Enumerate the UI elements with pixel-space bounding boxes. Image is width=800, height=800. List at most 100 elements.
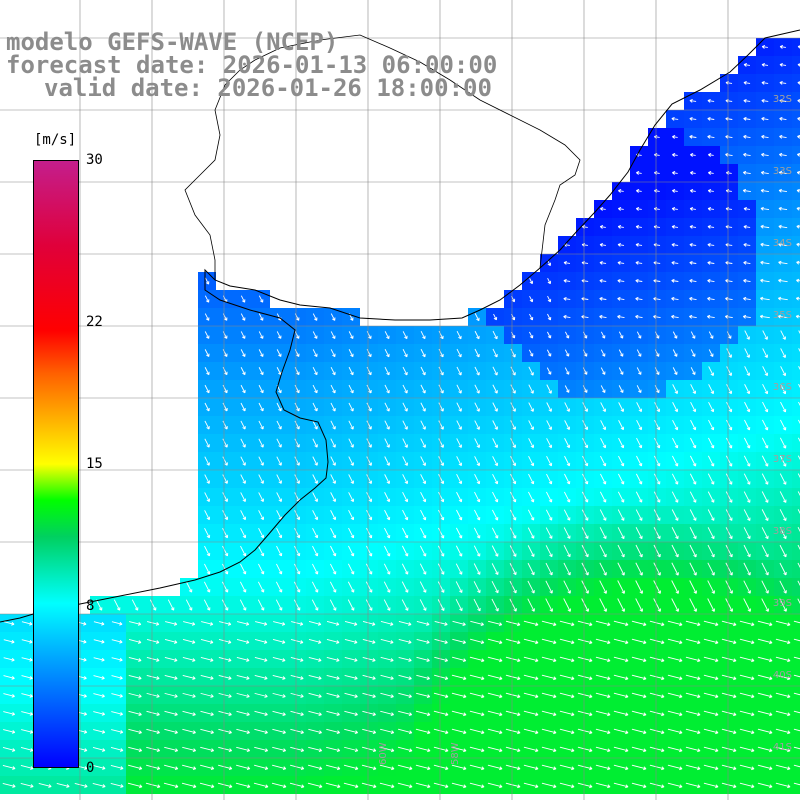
wind-arrow: [636, 349, 642, 357]
wind-arrow: [708, 349, 714, 357]
wind-arrow: [564, 349, 570, 357]
wind-arrow: [582, 455, 589, 467]
wind-arrow: [185, 581, 193, 593]
wind-arrow: [707, 260, 715, 265]
wind-cell: [792, 776, 800, 794]
wind-arrow: [635, 207, 642, 211]
wind-arrow: [420, 509, 427, 521]
wind-arrow: [689, 296, 697, 301]
wind-arrow: [294, 510, 301, 521]
wind-arrow: [380, 621, 394, 626]
wind-arrow: [204, 295, 210, 303]
wind-arrow: [21, 621, 33, 626]
wind-arrow: [276, 545, 283, 557]
wind-arrow: [204, 456, 210, 466]
wind-arrow: [563, 527, 571, 539]
wind-arrow: [131, 599, 139, 611]
wind-arrow: [311, 599, 319, 611]
wind-arrow: [618, 437, 625, 449]
wind-arrow: [779, 98, 787, 103]
wind-arrow: [365, 581, 373, 593]
wind-arrow: [204, 563, 211, 575]
wind-arrow: [672, 349, 678, 357]
wind-arrow: [146, 692, 160, 698]
wind-arrow: [793, 746, 800, 750]
wind-arrow: [541, 638, 557, 645]
wind-arrow: [672, 455, 679, 467]
wind-arrow: [312, 349, 318, 358]
wind-arrow: [456, 491, 463, 503]
wind-arrow: [635, 296, 643, 301]
wind-arrow: [775, 620, 791, 627]
wind-arrow: [204, 510, 211, 521]
wind-arrow: [437, 599, 445, 611]
wind-arrow: [725, 598, 733, 612]
wind-arrow: [726, 384, 733, 395]
wind-arrow: [509, 563, 517, 576]
wind-arrow: [739, 764, 755, 771]
wind-arrow: [384, 438, 390, 448]
wind-arrow: [671, 580, 679, 594]
wind-arrow: [760, 224, 770, 229]
wind-arrow: [307, 782, 323, 789]
wind-arrow: [707, 598, 715, 612]
wind-arrow: [743, 598, 751, 612]
colorbar-tick-label: 0: [86, 760, 95, 776]
wind-arrow: [330, 349, 336, 358]
wind-arrow: [325, 782, 341, 789]
wind-arrow: [276, 563, 283, 575]
wind-arrow: [743, 473, 751, 485]
wind-arrow: [492, 438, 499, 448]
wind-arrow: [582, 402, 588, 412]
wind-arrow: [308, 656, 322, 662]
wind-arrow: [415, 782, 431, 789]
wind-arrow: [797, 580, 800, 587]
wind-arrow: [146, 764, 161, 771]
wind-cell: [792, 254, 800, 272]
wind-arrow: [330, 438, 336, 448]
wind-arrow: [510, 402, 516, 412]
wind-arrow: [547, 331, 552, 339]
wind-arrow: [559, 782, 575, 789]
colorbar-unit: [m/s]: [34, 132, 77, 148]
wind-arrow: [383, 599, 391, 611]
wind-arrow: [384, 366, 390, 376]
wind-arrow: [635, 278, 643, 283]
wind-vector-arrows: [2, 45, 800, 789]
wind-arrow: [455, 527, 463, 539]
wind-arrow: [762, 401, 769, 413]
wind-arrow: [547, 313, 552, 321]
wind-arrow: [546, 491, 553, 503]
wind-arrow: [474, 402, 480, 412]
wind-arrow: [217, 782, 233, 789]
wind-arrow: [402, 438, 408, 448]
wind-arrow: [347, 563, 355, 575]
wind-arrow: [780, 348, 787, 358]
wind-arrow: [761, 98, 769, 103]
wind-arrow: [366, 492, 373, 503]
wind-cell: [792, 344, 800, 362]
wind-arrow: [689, 562, 697, 576]
wind-arrow: [707, 278, 715, 283]
wind-arrow: [527, 562, 535, 576]
wind-arrow: [203, 599, 211, 611]
wind-arrow: [654, 419, 661, 431]
colorbar: [33, 160, 79, 768]
wind-arrow: [204, 527, 211, 539]
wind-arrow: [311, 581, 319, 593]
wind-arrow: [344, 656, 358, 662]
wind-arrow: [563, 580, 571, 594]
wind-arrow: [469, 674, 485, 681]
wind-arrow: [419, 563, 427, 575]
wind-arrow: [312, 510, 319, 521]
wind-arrow: [545, 598, 553, 612]
wind-arrow: [689, 509, 697, 521]
wind-arrow: [793, 728, 800, 732]
wind-arrow: [401, 581, 409, 593]
wind-arrow: [599, 314, 607, 319]
wind-arrow: [757, 656, 773, 663]
wind-arrow: [689, 207, 696, 211]
wind-arrow: [438, 456, 445, 467]
wind-arrow: [725, 473, 733, 485]
